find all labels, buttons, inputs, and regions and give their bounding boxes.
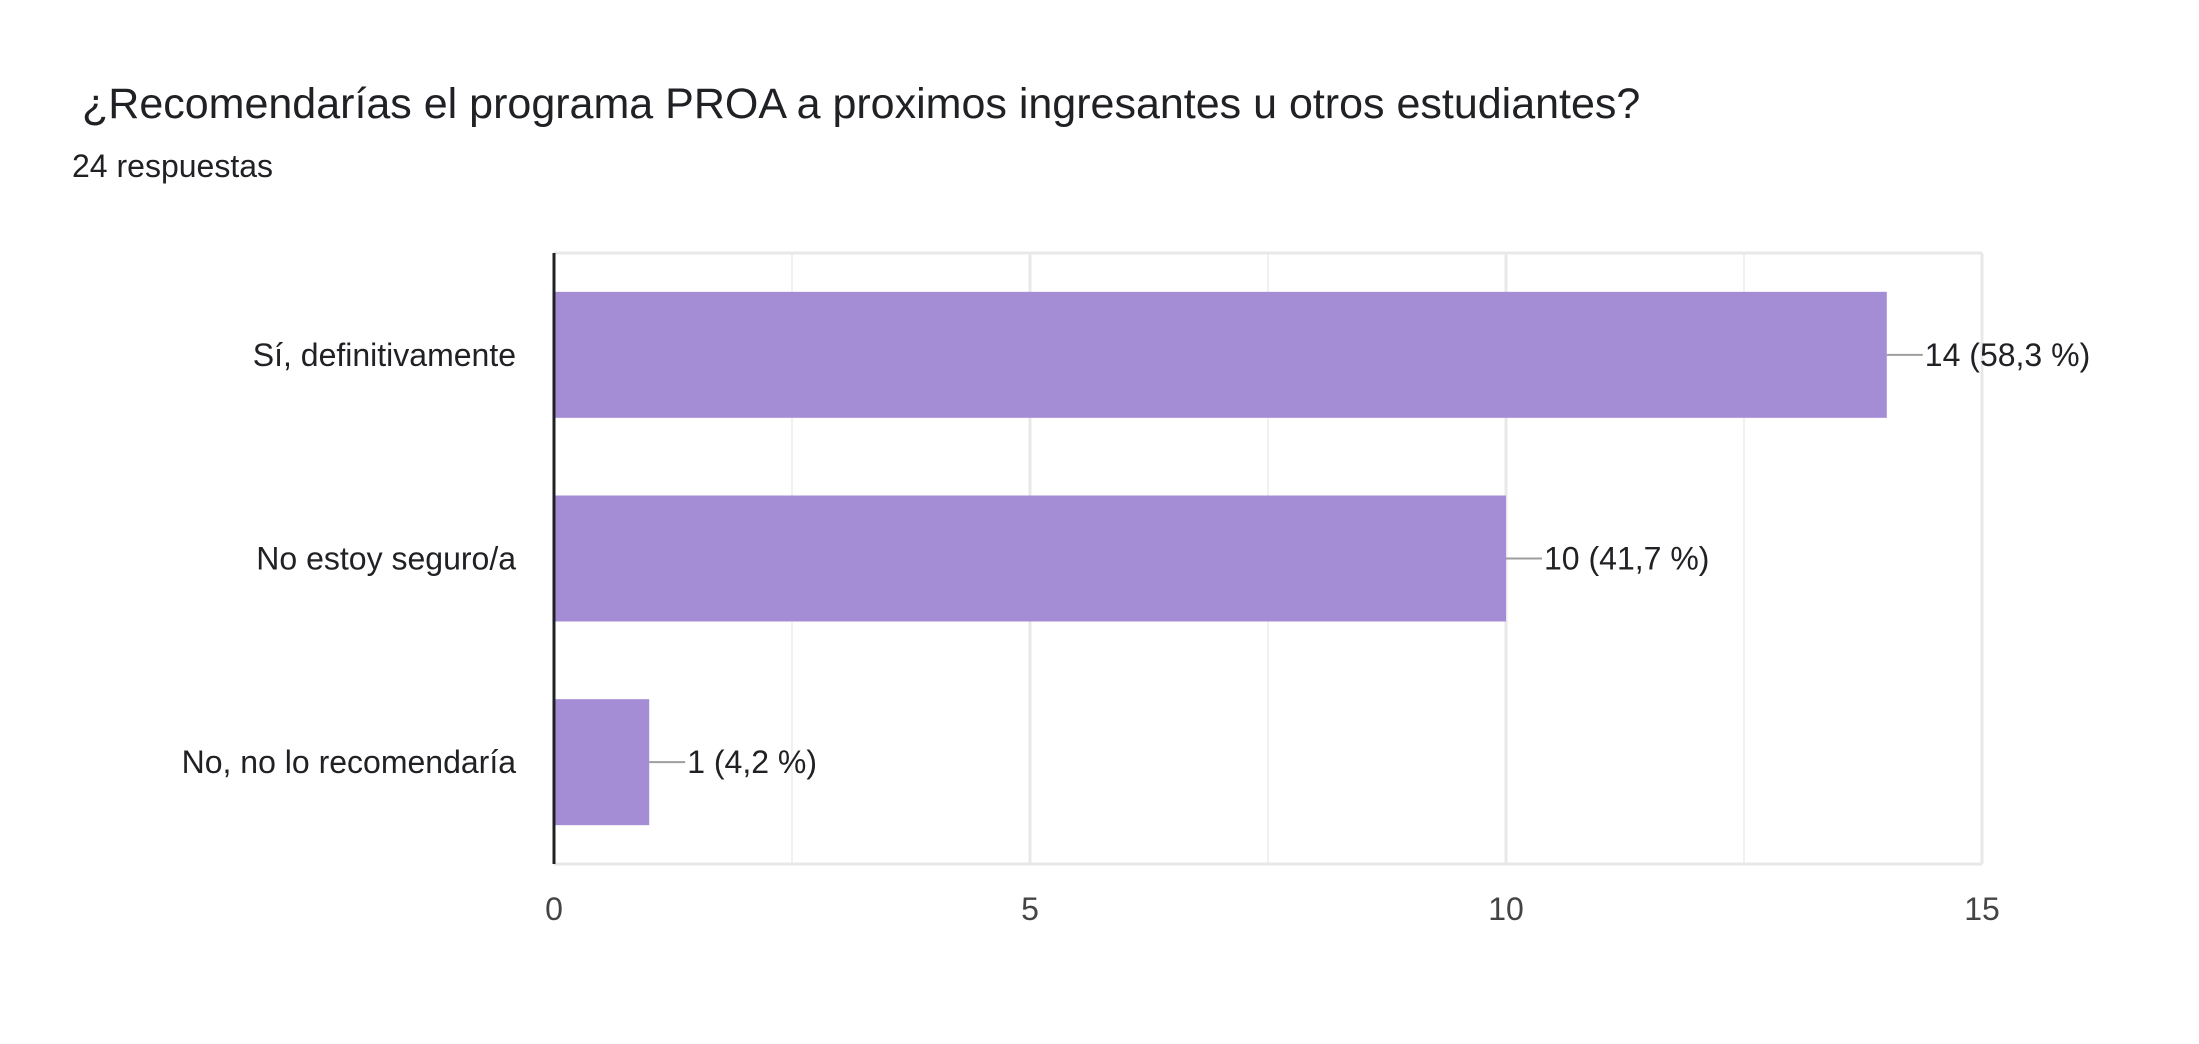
category-label: No, no lo recomendaría: [182, 744, 517, 780]
response-count: 24 respuestas: [72, 148, 274, 184]
bar: [554, 495, 1506, 622]
data-label: 14 (58,3 %): [1925, 337, 2090, 373]
bar: [554, 699, 650, 826]
x-tick-label: 10: [1488, 891, 1524, 927]
data-label: 10 (41,7 %): [1544, 541, 1709, 577]
x-tick-label: 0: [545, 891, 563, 927]
category-label: No estoy seguro/a: [256, 541, 516, 577]
x-tick-label: 5: [1021, 891, 1039, 927]
bar: [554, 291, 1887, 418]
data-label: 1 (4,2 %): [687, 744, 817, 780]
category-label: Sí, definitivamente: [253, 337, 516, 373]
x-tick-label: 15: [1964, 891, 2000, 927]
chart-title: ¿Recomendarías el programa PROA a proxim…: [82, 80, 1641, 128]
